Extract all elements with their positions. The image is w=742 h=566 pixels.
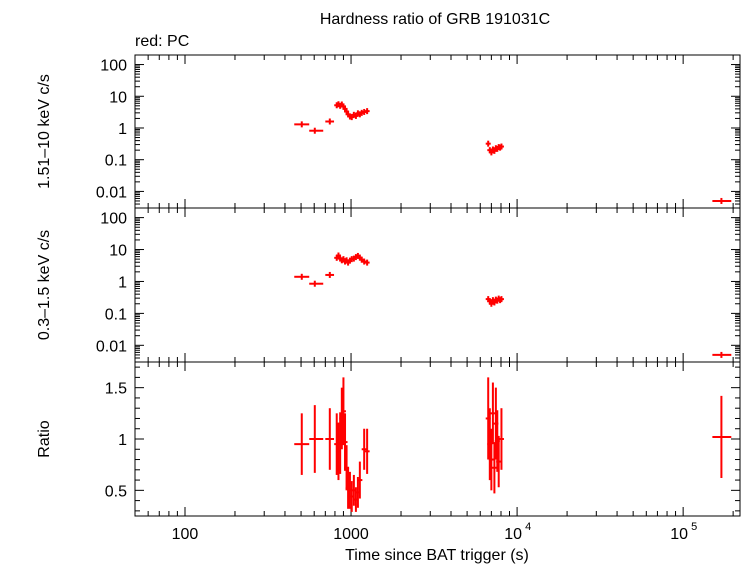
data-point — [294, 273, 310, 280]
y-tick-label: 0.1 — [105, 153, 127, 170]
y-tick-label: 1 — [118, 121, 127, 138]
panel-frame — [134, 54, 741, 209]
data-point — [364, 428, 370, 474]
plot-panels: 100 10 1 0.1 0.01 1.51–10 keV c/s 100 10 1 0.1 0.0… — [36, 54, 741, 543]
data-point — [712, 395, 732, 479]
data-point — [325, 118, 335, 125]
data-point — [361, 428, 367, 470]
chart-subtitle: red: PC — [135, 33, 189, 50]
data-point — [361, 258, 367, 265]
y-tick-label: 0.01 — [96, 184, 127, 201]
data-series — [294, 101, 732, 204]
data-point — [335, 252, 341, 259]
data-series — [294, 252, 732, 358]
data-point — [340, 377, 346, 446]
data-point — [488, 300, 494, 307]
x-tick-label: 1000 — [333, 526, 369, 543]
panel-frame — [134, 207, 741, 363]
data-point — [364, 108, 370, 115]
panel-ratio: 1.5 1 0.5 Ratio — [36, 361, 741, 517]
data-point — [325, 408, 335, 470]
y-tick-label: 100 — [100, 211, 127, 228]
data-point — [342, 413, 348, 471]
data-point — [357, 461, 363, 499]
data-point — [325, 271, 335, 278]
y-tick-label: 0.5 — [105, 483, 127, 500]
chart-title: Hardness ratio of GRB 191031C — [320, 11, 550, 28]
y-tick-label: 1 — [118, 274, 127, 291]
data-point — [294, 121, 310, 128]
y-axis-label: 0.3–1.5 keV c/s — [36, 230, 53, 340]
y-tick-label: 10 — [109, 89, 127, 106]
panel-soft: 100 10 1 0.1 0.01 0.3–1.5 keV c/s — [36, 207, 741, 363]
x-tick-label: 100 — [172, 526, 199, 543]
y-tick-label: 0.1 — [105, 306, 127, 323]
data-point — [309, 405, 324, 473]
data-point — [309, 280, 324, 287]
x-tick-exponent: 4 — [525, 521, 531, 533]
data-point — [364, 259, 370, 266]
data-point — [485, 140, 491, 147]
data-point — [496, 435, 502, 488]
y-tick-label: 10 — [109, 243, 127, 260]
x-axis-label: Time since BAT trigger (s) — [345, 547, 529, 564]
y-axis-label: Ratio — [36, 420, 53, 457]
data-point — [294, 413, 310, 475]
panel-hard: 100 10 1 0.1 0.01 1.51–10 keV c/s — [36, 54, 741, 209]
data-point — [491, 442, 497, 494]
x-tick-label: 10 — [504, 526, 522, 543]
data-point — [498, 296, 504, 303]
data-point — [712, 351, 732, 358]
data-point — [490, 382, 496, 445]
y-tick-label: 100 — [100, 58, 127, 75]
x-tick-label: 10 — [670, 526, 688, 543]
data-point — [309, 127, 324, 134]
data-series — [294, 377, 732, 512]
panel-frame — [134, 361, 741, 517]
data-point — [488, 428, 494, 491]
y-tick-label: 0.01 — [96, 338, 127, 355]
data-point — [498, 408, 504, 470]
x-tick-exponent: 5 — [691, 521, 697, 533]
y-axis-label: 1.51–10 keV c/s — [36, 74, 53, 189]
y-tick-label: 1.5 — [105, 381, 127, 398]
data-point — [712, 197, 732, 204]
data-point — [498, 143, 504, 150]
y-tick-label: 1 — [118, 432, 127, 449]
